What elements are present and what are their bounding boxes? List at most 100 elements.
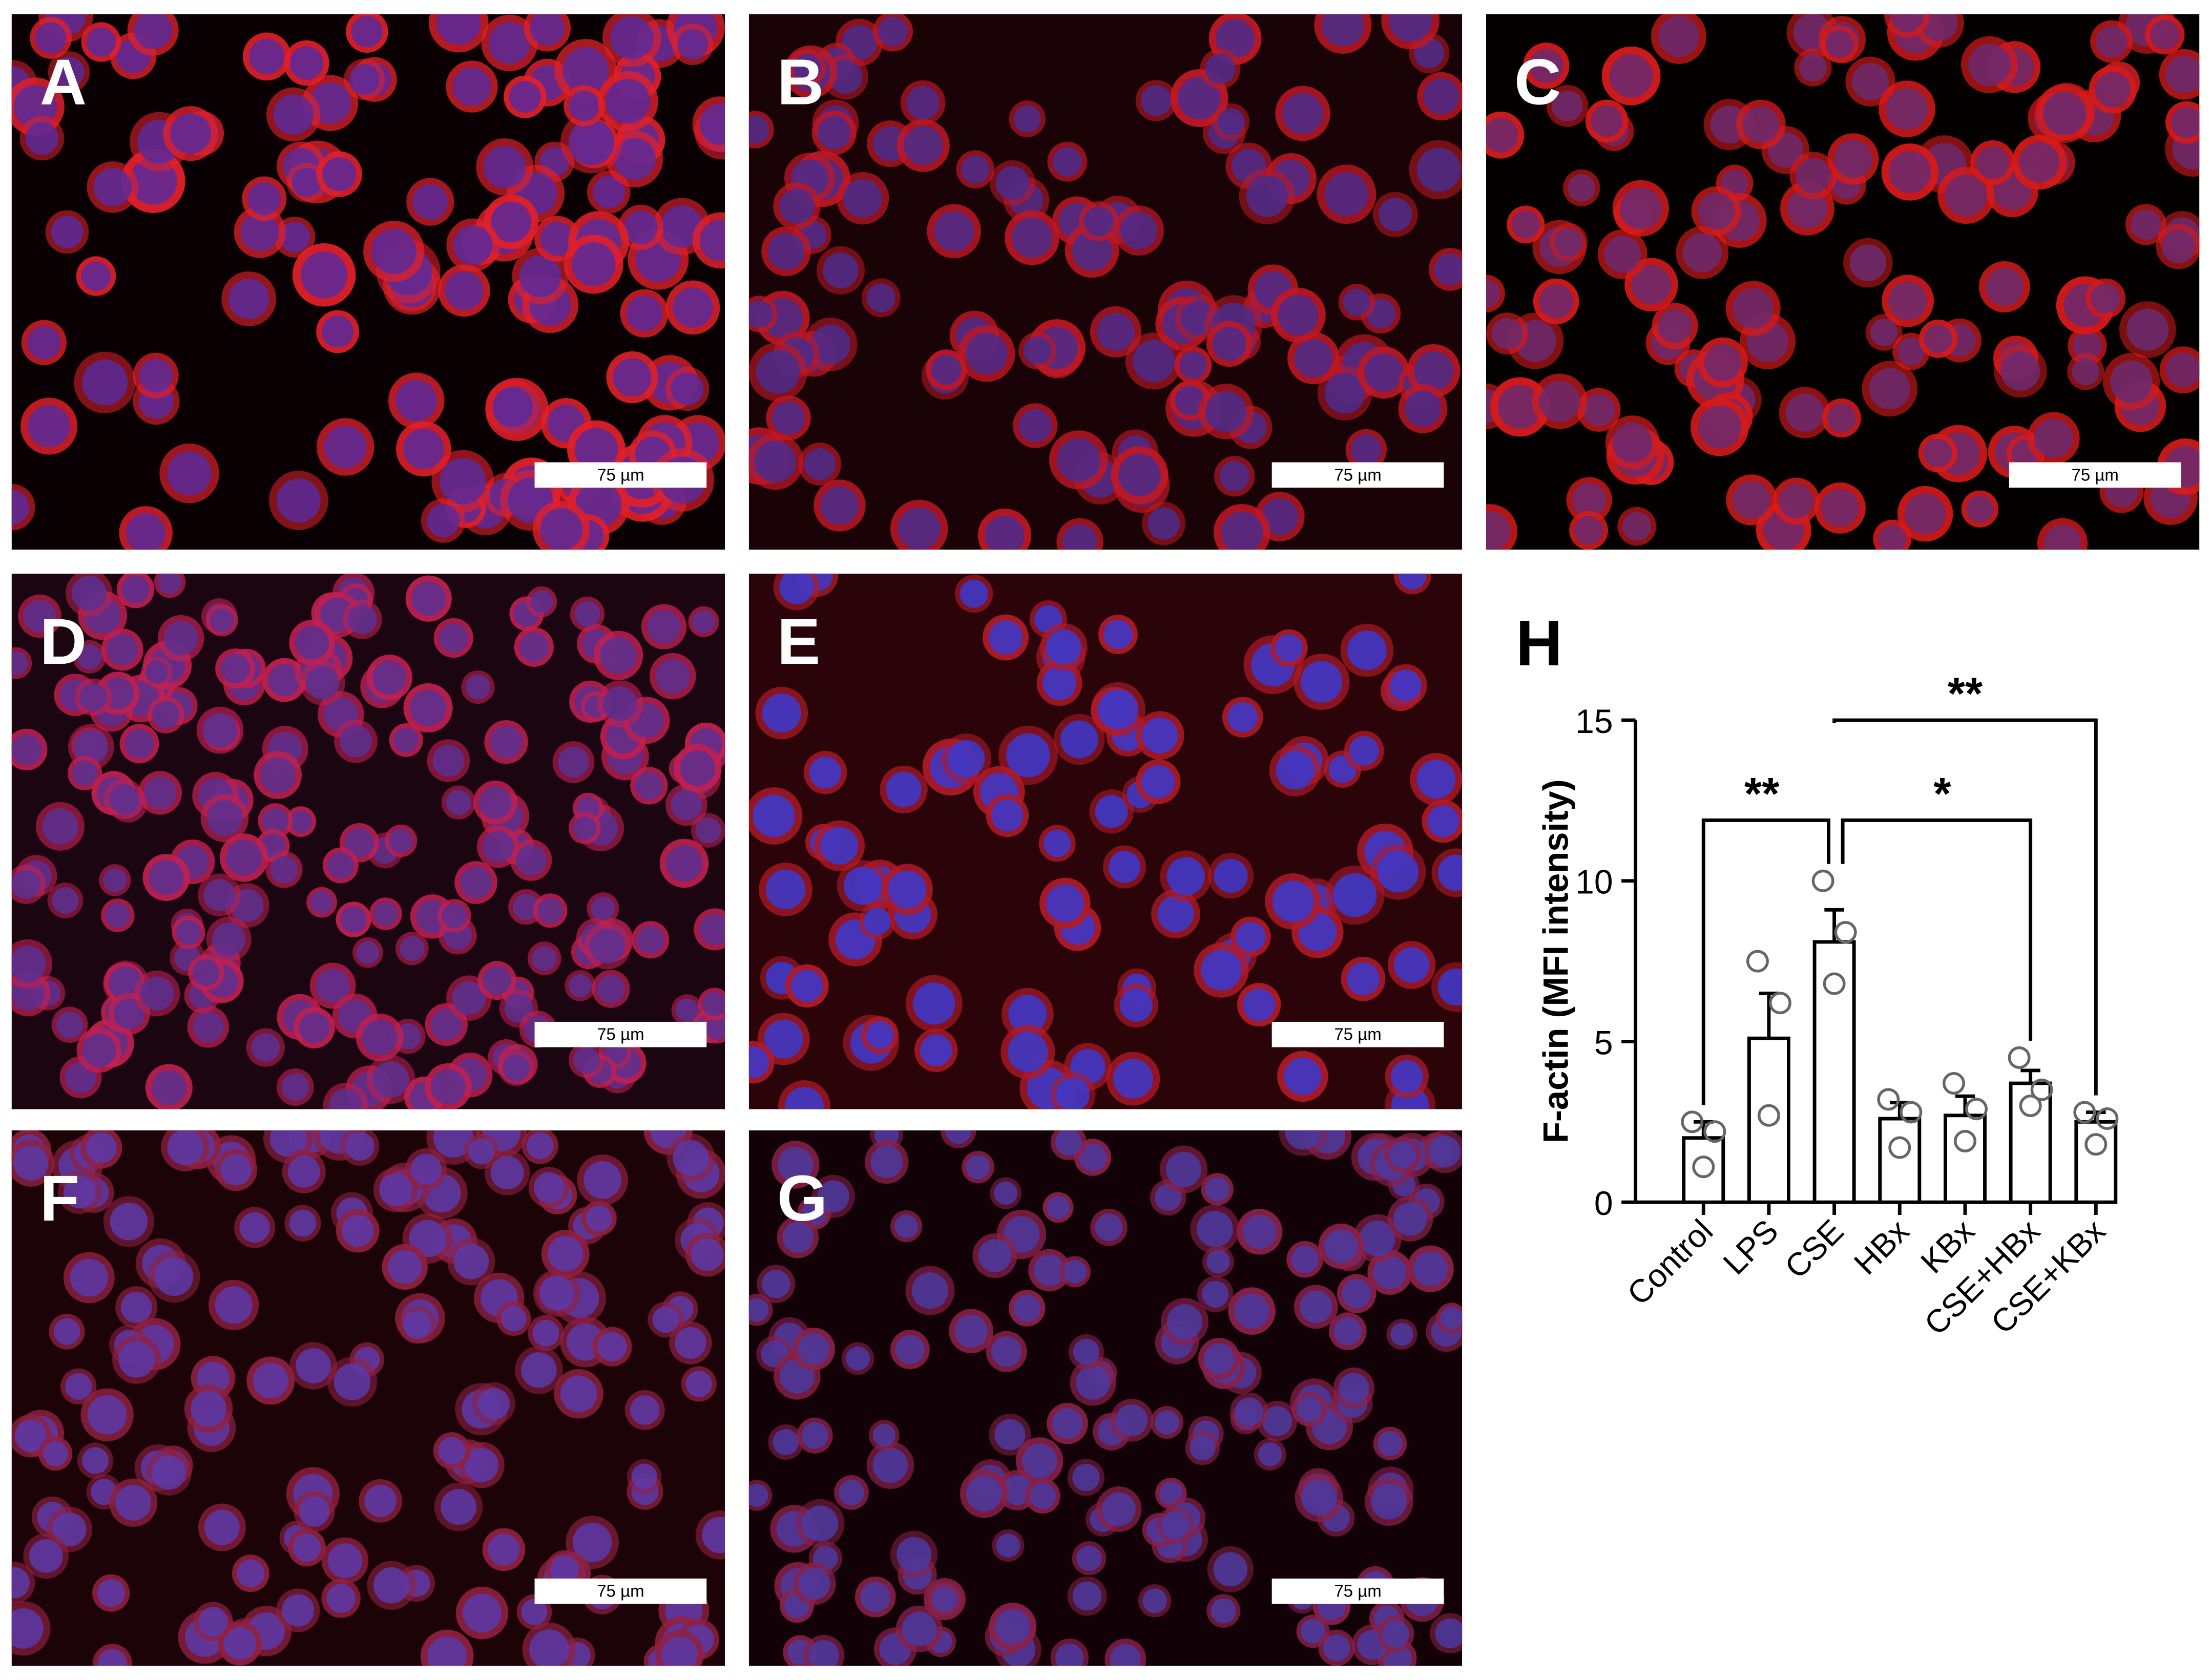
cell-nucleus bbox=[1052, 1408, 1083, 1439]
cell-nucleus bbox=[753, 794, 795, 837]
cell-nucleus bbox=[1098, 689, 1139, 730]
bar bbox=[2009, 1081, 2052, 1204]
cell-nucleus bbox=[773, 1429, 799, 1456]
cell-nucleus bbox=[1582, 393, 1615, 426]
panel-label: G bbox=[777, 1162, 827, 1234]
cell-nucleus bbox=[389, 829, 413, 853]
cell-nucleus bbox=[1133, 340, 1175, 383]
cell-nucleus bbox=[56, 1011, 84, 1038]
cell-nucleus bbox=[1371, 1483, 1407, 1520]
cell-nucleus bbox=[675, 998, 699, 1022]
scale-bar bbox=[1271, 462, 1444, 488]
cell-nucleus bbox=[440, 458, 486, 505]
cell-nucleus bbox=[1261, 498, 1299, 535]
micrograph bbox=[11, 1130, 725, 1666]
scale-bar bbox=[1271, 1578, 1444, 1604]
cell-nucleus bbox=[1006, 733, 1050, 778]
cell-nucleus bbox=[430, 1069, 466, 1104]
cell-nucleus bbox=[113, 998, 145, 1030]
cell-nucleus bbox=[324, 425, 367, 469]
cell-nucleus bbox=[699, 103, 725, 145]
cell-nucleus bbox=[1008, 995, 1047, 1034]
cell-nucleus bbox=[2150, 20, 2180, 50]
cell-nucleus bbox=[1364, 353, 1403, 392]
cell-nucleus bbox=[43, 1441, 68, 1466]
cell-nucleus bbox=[1568, 174, 1596, 202]
cell-nucleus bbox=[1414, 351, 1454, 391]
cell-nucleus bbox=[237, 1559, 265, 1587]
cell-nucleus bbox=[158, 573, 182, 594]
cell-nucleus bbox=[911, 1272, 949, 1309]
cell-nucleus bbox=[817, 116, 851, 150]
cell-nucleus bbox=[277, 478, 321, 523]
cell-nucleus bbox=[1113, 1059, 1153, 1099]
cell-nucleus bbox=[754, 440, 797, 482]
cell-nucleus bbox=[1072, 1463, 1100, 1492]
cell-nucleus bbox=[25, 121, 59, 155]
cell-nucleus bbox=[569, 974, 592, 997]
cell-nucleus bbox=[409, 1220, 447, 1257]
cell-nucleus bbox=[438, 1437, 466, 1465]
cell-nucleus bbox=[1976, 146, 2010, 179]
cell-nucleus bbox=[193, 959, 220, 986]
cell-nucleus bbox=[440, 1488, 476, 1525]
cell-nucleus bbox=[103, 868, 127, 892]
cell-nucleus bbox=[281, 1073, 309, 1101]
cell-nucleus bbox=[203, 879, 236, 911]
scale-bar bbox=[534, 462, 707, 488]
cell-nucleus bbox=[1968, 44, 2011, 86]
panel-label: H bbox=[1516, 606, 1562, 679]
cell-nucleus bbox=[586, 1205, 612, 1232]
panel-label: F bbox=[40, 1162, 79, 1234]
micrograph bbox=[748, 573, 1463, 1109]
cell-nucleus bbox=[1888, 281, 1927, 321]
cell-nucleus bbox=[1262, 1406, 1292, 1436]
cell-nucleus bbox=[373, 901, 398, 926]
cell-nucleus bbox=[843, 179, 882, 218]
bar bbox=[1944, 1114, 1987, 1204]
micrograph bbox=[748, 14, 1463, 550]
cell-nucleus bbox=[1116, 1404, 1148, 1436]
cell-nucleus bbox=[898, 507, 941, 550]
cell-nucleus bbox=[1047, 1196, 1070, 1219]
panel-label: E bbox=[777, 605, 820, 678]
cell-nucleus bbox=[279, 222, 310, 253]
y-tick-label: 0 bbox=[1594, 1184, 1613, 1222]
cell-nucleus bbox=[1118, 453, 1161, 496]
scale-bar bbox=[534, 1021, 707, 1047]
cell-nucleus bbox=[1056, 1078, 1090, 1109]
cell-nucleus bbox=[1332, 873, 1377, 917]
cell-nucleus bbox=[1046, 629, 1081, 665]
cell-nucleus bbox=[151, 1070, 186, 1105]
cell-nucleus bbox=[81, 261, 111, 291]
cell-nucleus bbox=[748, 116, 769, 144]
cell-nucleus bbox=[820, 827, 859, 865]
cell-nucleus bbox=[430, 1009, 463, 1041]
cell-nucleus bbox=[801, 1422, 828, 1449]
cell-nucleus bbox=[82, 1033, 116, 1067]
cell-nucleus bbox=[945, 1130, 972, 1144]
cell-nucleus bbox=[372, 660, 407, 695]
data-point bbox=[1692, 1156, 1715, 1179]
cell-nucleus bbox=[817, 1180, 849, 1213]
cell-nucleus bbox=[1552, 90, 1583, 122]
cell-nucleus bbox=[291, 167, 322, 198]
cell-nucleus bbox=[167, 451, 212, 496]
cell-nucleus bbox=[600, 637, 637, 674]
cell-nucleus bbox=[1347, 631, 1387, 670]
cell-nucleus bbox=[1291, 1246, 1319, 1273]
cell-nucleus bbox=[35, 22, 67, 54]
cell-nucleus bbox=[1155, 1410, 1179, 1435]
cell-nucleus bbox=[1033, 1254, 1066, 1286]
cell-nucleus bbox=[1042, 666, 1077, 700]
cell-nucleus bbox=[220, 1154, 252, 1186]
cell-nucleus bbox=[1076, 1545, 1102, 1571]
cell-nucleus bbox=[691, 1238, 724, 1271]
cell-nucleus bbox=[961, 155, 990, 184]
cell-nucleus bbox=[1779, 484, 1814, 519]
cell-nucleus bbox=[97, 1649, 127, 1666]
cell-nucleus bbox=[764, 1019, 803, 1059]
cell-nucleus bbox=[1682, 233, 1722, 272]
cell-nucleus bbox=[1389, 14, 1432, 42]
cell-nucleus bbox=[295, 625, 329, 660]
